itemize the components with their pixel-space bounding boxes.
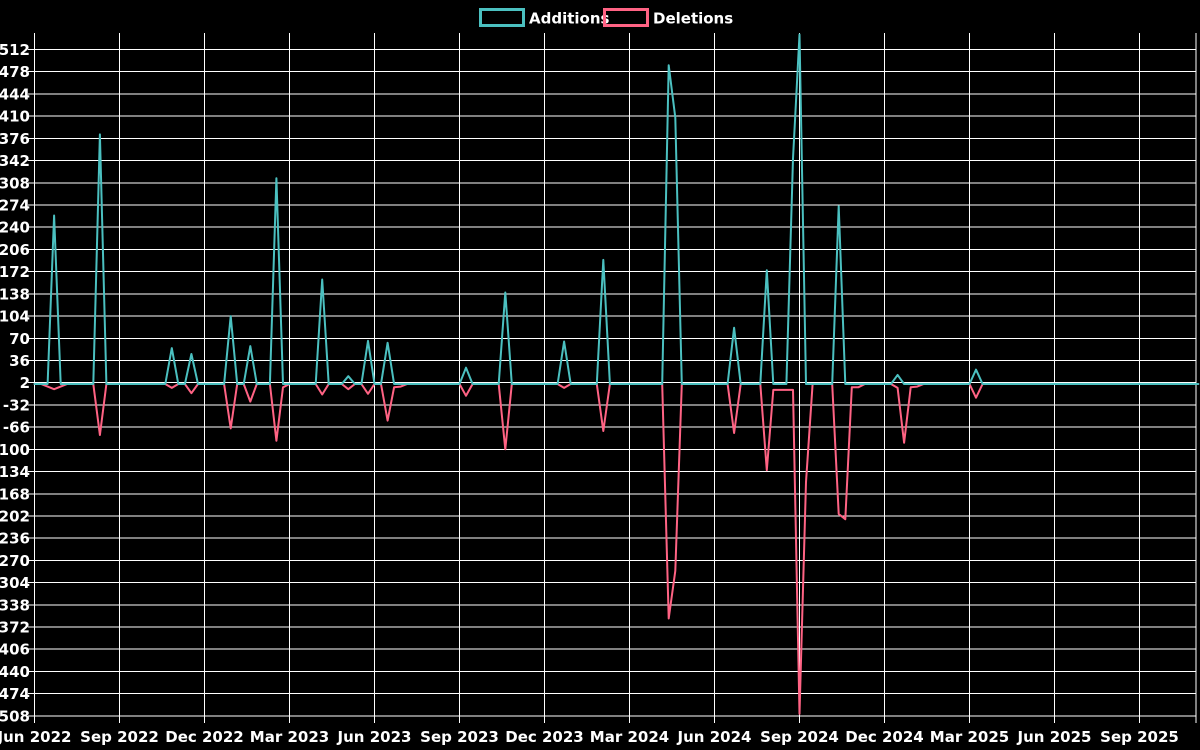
legend: Additions Deletions [479, 8, 734, 28]
legend-item-additions[interactable]: Additions [479, 8, 610, 28]
additions-swatch [479, 8, 525, 27]
y-tick-label: -32 [3, 396, 30, 414]
deletions-swatch [603, 8, 649, 27]
gridlines [28, 33, 1197, 723]
legend-item-deletions[interactable]: Deletions [603, 8, 734, 28]
y-tick-label: -338 [0, 596, 30, 614]
x-tick-label: Sep 2024 [760, 728, 839, 746]
y-tick-label: 2 [20, 374, 30, 392]
y-tick-label: -406 [0, 641, 30, 659]
y-tick-label: -202 [0, 507, 30, 525]
x-tick-label: Jun 2023 [337, 728, 412, 746]
legend-label-additions: Additions [529, 10, 610, 28]
x-tick-label: Jun 2022 [0, 728, 71, 746]
x-tick-label: Mar 2023 [250, 728, 329, 746]
y-tick-label: 444 [0, 85, 30, 103]
y-tick-label: 70 [9, 330, 30, 348]
y-tick-label: -440 [0, 663, 30, 681]
legend-label-deletions: Deletions [653, 10, 733, 28]
y-tick-label: 478 [0, 63, 30, 81]
y-tick-label: -134 [0, 463, 30, 481]
y-tick-label: 36 [9, 352, 30, 370]
x-tick-label: Jun 2024 [677, 728, 752, 746]
x-tick-label: Mar 2024 [590, 728, 669, 746]
x-axis-labels: Jun 2022 Sep 2022 Dec 2022 Mar 2023 Jun 2023… [0, 728, 1179, 746]
y-tick-label: 376 [0, 130, 30, 148]
y-axis-labels: 512 478 444 410 376 342 308 274 240 206 172 138 104 7… [0, 41, 30, 725]
x-tick-label: Dec 2024 [845, 728, 924, 746]
y-tick-label: -66 [3, 419, 30, 437]
y-tick-label: 308 [0, 174, 30, 192]
x-tick-label: Dec 2023 [505, 728, 584, 746]
x-tick-label: Sep 2023 [420, 728, 499, 746]
y-tick-label: -236 [0, 530, 30, 548]
y-tick-label: 172 [0, 263, 30, 281]
x-tick-label: Sep 2025 [1100, 728, 1179, 746]
y-tick-label: -168 [0, 485, 30, 503]
y-tick-label: -270 [0, 552, 30, 570]
deletions-line [33, 383, 1200, 715]
y-tick-label: -474 [0, 685, 30, 703]
y-tick-label: 512 [0, 41, 30, 59]
x-tick-label: Dec 2022 [165, 728, 244, 746]
y-tick-label: 138 [0, 285, 30, 303]
y-tick-label: -304 [0, 574, 30, 592]
x-tick-label: Mar 2025 [930, 728, 1009, 746]
y-tick-label: 240 [0, 219, 30, 237]
y-tick-label: -372 [0, 619, 30, 637]
y-tick-label: 274 [0, 197, 30, 215]
y-tick-label: -508 [0, 707, 30, 725]
additions-line [33, 33, 1200, 385]
y-tick-label: 104 [0, 308, 30, 326]
x-tick-label: Sep 2022 [80, 728, 159, 746]
y-tick-label: -100 [0, 441, 30, 459]
y-tick-label: 206 [0, 241, 30, 259]
y-tick-label: 410 [0, 108, 30, 126]
y-tick-label: 342 [0, 152, 30, 170]
x-tick-label: Jun 2025 [1017, 728, 1092, 746]
